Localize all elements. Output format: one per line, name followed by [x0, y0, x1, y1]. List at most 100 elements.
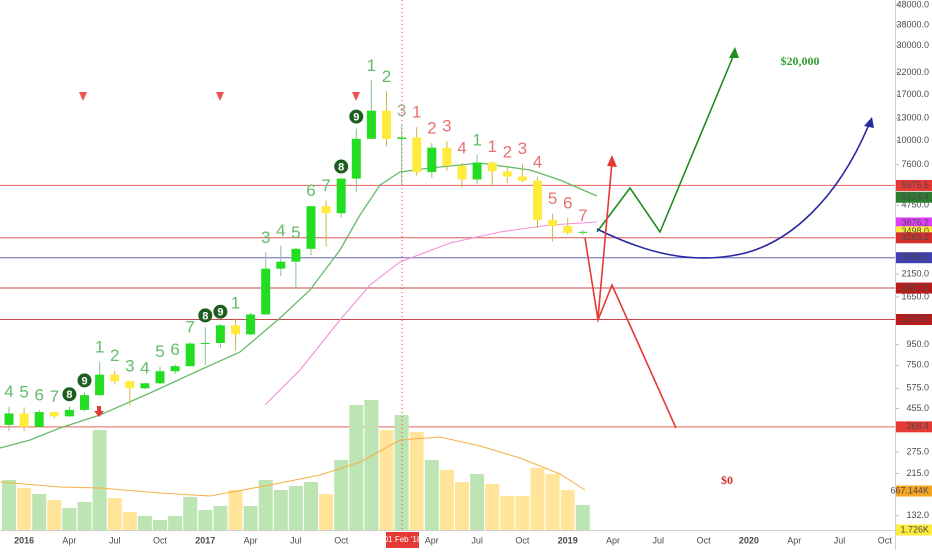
td-count: 8: [338, 161, 344, 173]
candle-body: [578, 231, 588, 233]
candle-body: [185, 343, 195, 367]
candle-body: [366, 110, 376, 139]
td-setup-circle: [77, 373, 92, 388]
td-count: 1: [367, 56, 376, 75]
volume-bar: [288, 485, 303, 530]
x-tick-label: 2019: [558, 535, 578, 545]
volume-bar: [560, 490, 575, 530]
x-tick-label: Jul: [290, 535, 302, 545]
candle-body: [261, 268, 271, 315]
y-tick-label: 38000.0: [896, 20, 929, 30]
volume-badge: [896, 524, 932, 536]
volume-bar: [122, 511, 137, 530]
td-count: 1: [487, 137, 496, 156]
price-axis: [895, 0, 932, 550]
y-tick-label: 17000.0: [896, 89, 929, 99]
candle-body: [291, 248, 301, 262]
level-badge: [896, 217, 932, 229]
y-tick-label: 275.0: [906, 447, 929, 457]
candle-body: [4, 413, 14, 425]
candle-body: [215, 325, 225, 343]
level-label: 368.4: [906, 421, 929, 431]
td-count: 7: [578, 206, 587, 225]
td-count: 9: [217, 307, 223, 319]
x-tick-label: Oct: [878, 535, 893, 545]
level-label: 3498.0: [901, 226, 929, 236]
bull-projection: [596, 51, 736, 234]
volume-bar: [168, 515, 183, 530]
volume-badge: [896, 485, 932, 497]
x-tick-label: Oct: [153, 535, 168, 545]
candle-body: [517, 176, 527, 181]
level-label: 3265.2: [901, 232, 929, 242]
level-badge: [896, 232, 932, 244]
volume-bar: [530, 468, 545, 530]
td-setup-circle: [198, 308, 213, 323]
volume-bar: [545, 474, 560, 530]
td-count: 5: [548, 189, 557, 208]
td-count: 3: [442, 117, 451, 136]
volume-bar: [92, 430, 107, 530]
td-count: 2: [427, 119, 436, 138]
volume-bar: [364, 400, 379, 530]
td-count: 6: [170, 340, 179, 359]
td-setup-circle: [349, 109, 364, 124]
volume-bar: [47, 500, 62, 530]
level-label: 5975.5: [901, 180, 929, 190]
volume-bar: [304, 481, 318, 530]
td-count: 7: [50, 387, 59, 406]
level-badge: [896, 191, 932, 203]
volume-label: 667.144K: [890, 485, 929, 495]
x-tick-label: 2017: [195, 535, 215, 545]
candle-body: [200, 342, 210, 344]
volume-bar: [455, 481, 469, 530]
td-count: 2: [503, 142, 512, 161]
td-setup-circle: [62, 387, 77, 402]
y-tick-label: 950.0: [906, 339, 929, 349]
volume-bar: [515, 495, 530, 530]
x-tick-label: Oct: [334, 535, 349, 545]
candle-body: [321, 206, 331, 214]
arrow-head: [864, 117, 874, 128]
y-tick-label: 215.0: [906, 468, 929, 478]
td-count: 4: [533, 152, 542, 171]
y-tick-label: 455.0: [906, 403, 929, 413]
candle-body: [306, 206, 316, 249]
bounce-projection: [597, 161, 613, 319]
volume-bar: [470, 474, 485, 530]
candle-body: [563, 225, 573, 233]
x-tick-label: Jul: [109, 535, 121, 545]
volume-bar: [243, 505, 258, 530]
candle-body: [34, 412, 44, 427]
td-count: 7: [185, 318, 194, 337]
volume-bar: [379, 430, 394, 530]
volume-bar: [107, 498, 122, 530]
volume-bar: [319, 494, 334, 530]
x-tick-label: Oct: [515, 535, 530, 545]
candle-body: [110, 374, 120, 382]
x-tick-label: Apr: [787, 535, 801, 545]
arrow-head: [607, 155, 617, 167]
y-tick-label: 30000.0: [896, 40, 929, 50]
time-axis: [0, 530, 895, 550]
x-tick-label: Jul: [471, 535, 483, 545]
volume-bar: [258, 480, 273, 530]
td-count: 5: [155, 342, 164, 361]
level-badge: [896, 226, 932, 238]
level-label: 2595.3: [901, 252, 929, 262]
volume-bar: [575, 505, 590, 530]
y-tick-label: 7600.0: [901, 159, 929, 169]
y-tick-label: 22000.0: [896, 67, 929, 77]
td-count: 9: [81, 375, 87, 387]
volume-bar: [62, 508, 77, 530]
level-badge: [896, 313, 932, 325]
td-count: 3: [397, 101, 406, 120]
down-arrow: [94, 406, 104, 417]
candle-body: [412, 137, 422, 173]
td-count: 6: [306, 181, 315, 200]
y-tick-label: 2150.0: [901, 268, 929, 278]
sell-marker: [79, 92, 87, 101]
x-tick-label: 2016: [14, 535, 34, 545]
target-label: $0: [721, 473, 733, 487]
x-tick-label: Apr: [425, 535, 439, 545]
